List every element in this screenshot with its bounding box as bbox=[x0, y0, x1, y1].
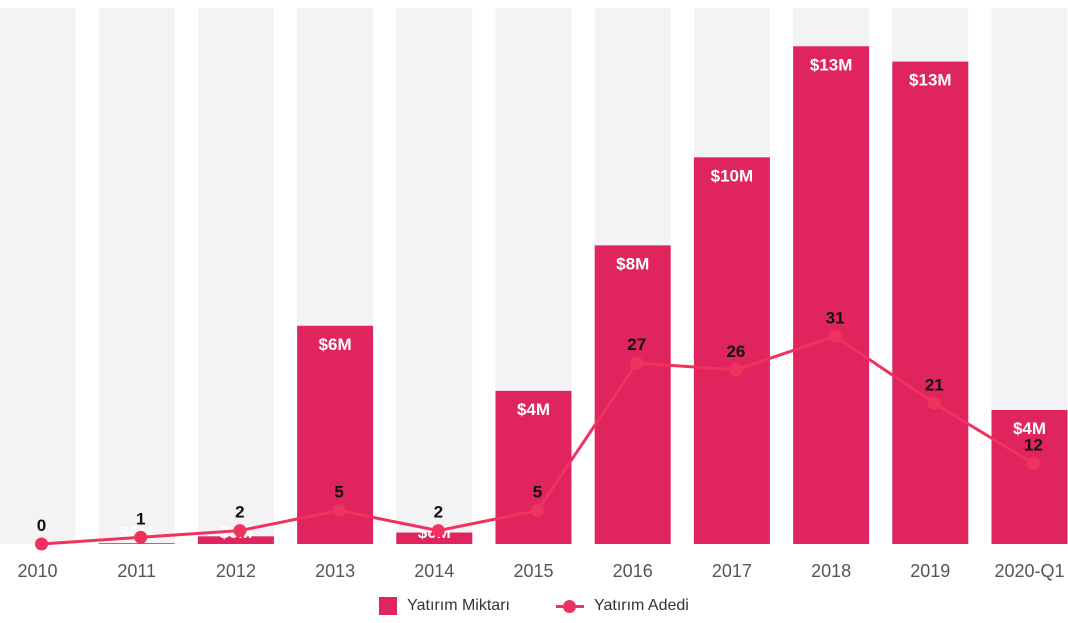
count-point-2017[interactable] bbox=[729, 363, 743, 377]
bar-2012[interactable] bbox=[197, 536, 274, 544]
count-value-label: 21 bbox=[925, 375, 944, 394]
count-value-label: 27 bbox=[627, 335, 646, 354]
combo-chart: $0M$0M$6M$0M$4M$8M$10M$13M$13M$4M 012525… bbox=[0, 8, 1068, 581]
count-value-label: 26 bbox=[726, 342, 745, 361]
background-column bbox=[98, 8, 175, 544]
bar-value-label: $4M bbox=[1013, 419, 1046, 438]
legend-item-amount[interactable]: Yatırım Miktarı bbox=[379, 597, 510, 615]
x-tick-label: 2018 bbox=[811, 561, 851, 581]
bar-2019[interactable] bbox=[892, 61, 969, 544]
count-value-label: 2 bbox=[235, 503, 244, 522]
count-point-2012[interactable] bbox=[233, 524, 247, 538]
bar-value-label: $13M bbox=[909, 71, 952, 90]
background-column bbox=[0, 8, 76, 544]
bar-value-label: $8M bbox=[616, 254, 649, 273]
count-point-2020-Q1[interactable] bbox=[1027, 457, 1040, 471]
count-point-2013[interactable] bbox=[332, 504, 346, 517]
count-point-2010[interactable] bbox=[35, 537, 48, 551]
legend-label-amount: Yatırım Miktarı bbox=[407, 597, 510, 614]
count-point-2016[interactable] bbox=[630, 356, 644, 370]
count-value-label: 12 bbox=[1024, 436, 1043, 455]
legend-swatch-count bbox=[555, 597, 584, 615]
x-tick-label: 2011 bbox=[117, 561, 156, 581]
amount-bars bbox=[98, 46, 1068, 545]
x-tick-label: 2017 bbox=[712, 561, 752, 581]
bar-value-label: $6M bbox=[319, 335, 352, 354]
background-column bbox=[396, 8, 473, 544]
x-tick-label: 2012 bbox=[216, 561, 256, 581]
x-tick-label: 2015 bbox=[513, 561, 553, 581]
count-value-label: 31 bbox=[826, 308, 845, 327]
x-tick-label: 2019 bbox=[910, 561, 950, 581]
x-axis-ticks: 2010 2011 2012 2013 2014 2015 2016 2017 2018 2019… bbox=[17, 561, 1064, 581]
x-tick-label: 2016 bbox=[613, 561, 653, 581]
count-point-2014[interactable] bbox=[431, 524, 445, 538]
count-value-label: 5 bbox=[334, 483, 343, 502]
bar-2020-Q1[interactable] bbox=[991, 410, 1068, 544]
bar-value-label: $10M bbox=[711, 166, 754, 185]
count-point-2019[interactable] bbox=[927, 396, 941, 410]
x-tick-label: 2014 bbox=[414, 561, 454, 581]
x-tick-label: 2010 bbox=[17, 561, 57, 581]
bar-value-label: $13M bbox=[810, 55, 853, 74]
legend-label-count: Yatırım Adedi bbox=[593, 597, 689, 614]
bar-2015[interactable] bbox=[495, 390, 572, 544]
background-column bbox=[197, 8, 274, 544]
count-value-label: 2 bbox=[434, 503, 443, 522]
legend: Yatırım Miktarı Yatırım Adedi bbox=[0, 593, 1068, 619]
count-point-2015[interactable] bbox=[531, 504, 544, 517]
legend-item-count[interactable]: Yatırım Adedi bbox=[555, 597, 689, 615]
bar-2018[interactable] bbox=[793, 46, 870, 545]
count-line-series bbox=[35, 329, 1040, 551]
bar-2014[interactable] bbox=[396, 532, 473, 544]
legend-swatch-amount bbox=[379, 597, 398, 615]
x-tick-label: 2013 bbox=[315, 561, 355, 581]
count-value-label: 1 bbox=[136, 509, 145, 528]
bar-2016[interactable] bbox=[594, 245, 671, 544]
count-value-label: 0 bbox=[37, 516, 46, 535]
count-point-2018[interactable] bbox=[828, 329, 842, 343]
bar-2011[interactable] bbox=[98, 543, 175, 544]
count-point-2011[interactable] bbox=[134, 530, 148, 544]
x-tick-label: 2020-Q1 bbox=[994, 561, 1064, 581]
count-value-label: 5 bbox=[533, 483, 542, 502]
bar-value-label: $4M bbox=[517, 400, 550, 419]
bar-2017[interactable] bbox=[693, 157, 770, 545]
